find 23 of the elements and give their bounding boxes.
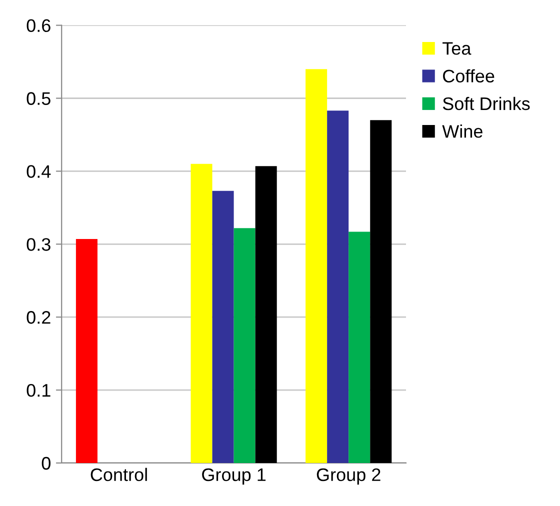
y-tick-label: 0.6 <box>26 19 50 32</box>
bar <box>370 120 392 463</box>
bar <box>306 69 328 463</box>
bar <box>255 166 277 463</box>
y-tick-label: 0.3 <box>26 238 50 251</box>
bar <box>76 239 98 463</box>
y-tick-label: 0 <box>42 456 50 470</box>
bar <box>327 110 349 463</box>
bar <box>190 164 212 463</box>
x-tick-label: Group 2 <box>316 468 380 485</box>
legend-label: Coffee <box>443 69 494 82</box>
y-tick-label: 0.1 <box>26 384 50 397</box>
y-tick-label: 0.5 <box>26 92 50 105</box>
bar <box>212 190 234 463</box>
x-tick-label: Control <box>90 468 147 482</box>
x-tick-label: Group 1 <box>202 468 266 485</box>
bar <box>348 232 370 463</box>
y-tick-label: 0.4 <box>26 165 51 178</box>
legend-label: Tea <box>442 42 472 55</box>
y-tick-label: 0.2 <box>26 311 50 324</box>
legend-label: Wine <box>442 124 482 138</box>
bar <box>234 228 256 463</box>
legend-label: Soft Drinks <box>442 96 530 110</box>
